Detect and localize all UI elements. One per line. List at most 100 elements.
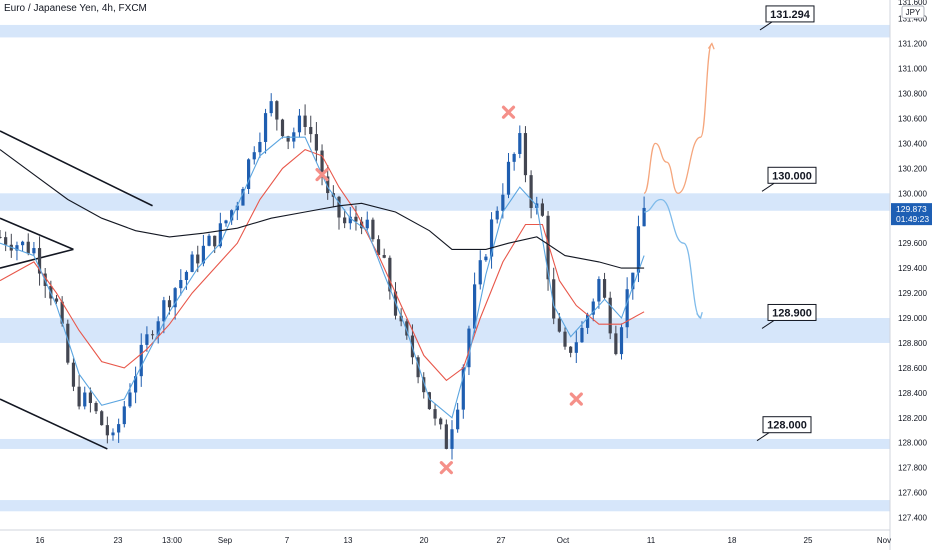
candle-body	[145, 334, 149, 345]
candle-body	[636, 226, 641, 273]
candle-body	[552, 279, 556, 319]
callout-box	[767, 166, 817, 184]
candle-body	[569, 346, 573, 353]
candle-body	[4, 237, 8, 245]
candle-body	[461, 367, 465, 410]
candle-body	[427, 392, 431, 410]
x-stroke	[501, 105, 516, 119]
candle-body	[26, 241, 30, 254]
projection-arrowhead	[707, 42, 715, 50]
price-tick-label: 128.600	[898, 364, 927, 373]
zone-2	[0, 318, 890, 343]
time-axis[interactable]: 16 23 13:00 Sep 7 13 20 27 Oct 11 18 25 Nov	[0, 529, 891, 545]
time-tick-label: 13	[344, 536, 353, 545]
candle-body	[614, 333, 618, 355]
candle-body	[167, 300, 172, 308]
price-tick-label: 129.400	[898, 264, 927, 273]
candle-body	[563, 331, 567, 347]
ma-long-line	[0, 149, 645, 269]
candle-body	[405, 321, 409, 336]
time-tick-label: 20	[420, 536, 429, 545]
candle-body	[150, 334, 155, 336]
candle-body	[213, 235, 217, 247]
callout-box	[762, 416, 812, 434]
trend-line-0	[0, 130, 153, 207]
candle-body	[122, 406, 126, 425]
level-callout-128.900: 128.900	[761, 303, 817, 329]
projection-bearish	[644, 198, 702, 319]
price-tick-label: 129.200	[898, 289, 927, 298]
candle-body	[117, 424, 121, 433]
candle-body	[360, 221, 364, 229]
last-price-value: 129.873	[896, 204, 927, 214]
candle-body	[190, 254, 194, 272]
callout-pointer	[759, 21, 773, 31]
callout-pointer	[756, 432, 770, 442]
candle-body	[297, 115, 302, 133]
candle-body	[32, 248, 36, 254]
price-tick-label: 129.000	[898, 314, 927, 323]
candle-body	[201, 245, 205, 264]
price-tick-label: 131.400	[898, 15, 927, 24]
candle-body	[37, 248, 42, 274]
candle-body	[269, 101, 273, 114]
callout-pointer	[761, 182, 775, 192]
candle-body	[247, 159, 251, 189]
candle-body	[631, 272, 635, 290]
candle-body	[156, 321, 160, 335]
candle-body	[467, 328, 471, 368]
candle-body	[501, 194, 505, 211]
level-callout-128.000: 128.000	[756, 416, 812, 442]
candle-body	[574, 342, 578, 353]
time-tick-label: 7	[285, 536, 290, 545]
candle-body	[179, 280, 183, 289]
candle-body	[111, 432, 115, 436]
trend-lines	[0, 130, 153, 450]
price-axis[interactable]: 131.400 131.200 131.000 130.800 130.600 130.4…	[889, 0, 932, 550]
candle-body	[173, 288, 177, 308]
candle-body	[529, 175, 533, 208]
time-tick-label: Nov	[877, 536, 891, 545]
currency-badge-label: JPY	[906, 8, 921, 17]
trough-marker-0	[439, 461, 453, 475]
price-tick-label: 129.600	[898, 239, 927, 248]
candle-body	[518, 133, 522, 154]
candle-body	[71, 362, 76, 387]
candle-body	[642, 207, 646, 227]
candle-body	[591, 301, 595, 315]
candle-body	[512, 153, 516, 162]
candle-body	[450, 429, 454, 449]
candle-body	[303, 115, 307, 127]
candle-body	[348, 216, 352, 224]
candle-body	[224, 220, 228, 224]
candle-body	[207, 235, 211, 246]
candle-body	[184, 271, 189, 281]
peak-marker-0	[315, 167, 329, 182]
symbol-title: Euro / Japanese Yen, 4h, FXCM	[4, 3, 147, 14]
candle-body	[280, 119, 285, 137]
price-tick-label: 130.600	[898, 114, 927, 123]
time-tick-label: 11	[647, 536, 656, 545]
candle-body	[444, 424, 448, 449]
candle-body	[523, 133, 528, 176]
candle-body	[478, 260, 482, 285]
candle-body	[619, 327, 624, 355]
callout-label: 131.294	[770, 9, 811, 21]
callout-box	[765, 5, 815, 23]
candle-body	[196, 254, 200, 264]
candle-body	[309, 126, 313, 135]
candle-body	[275, 101, 279, 120]
time-tick-label: Oct	[557, 536, 570, 545]
time-tick-label: 13:00	[162, 536, 183, 545]
candle-body	[489, 219, 494, 257]
candle-body	[128, 392, 132, 407]
candle-body	[399, 315, 403, 322]
candle-body	[506, 161, 511, 195]
candle-body	[608, 297, 612, 334]
candle-body	[382, 255, 386, 258]
projection-bullish	[643, 42, 713, 194]
level-callout-130.000: 130.000	[761, 166, 817, 192]
